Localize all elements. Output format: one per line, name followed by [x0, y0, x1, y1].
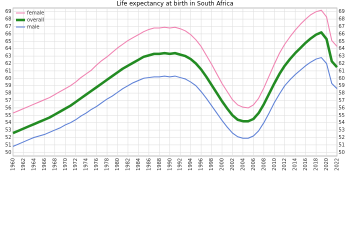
x-tick-label: 1970 — [63, 158, 69, 171]
y-tick-label: 69 — [5, 9, 11, 15]
y-tick-label: 54 — [5, 120, 11, 126]
legend-label: male — [27, 25, 39, 31]
line-series — [12, 57, 338, 147]
y-tick-label: 61 — [5, 68, 11, 74]
chart: Life expectancy at birth in South Africa… — [5, 1, 345, 171]
x-tick-label: 2016 — [303, 158, 309, 171]
x-tick-label: 1994 — [188, 158, 194, 171]
y-tick-label-right: 66 — [339, 31, 345, 37]
y-tick-label: 65 — [5, 39, 11, 45]
x-tick-label: 2004 — [240, 158, 246, 171]
x-tick-label: 2008 — [261, 158, 267, 171]
x-tick-label: 1980 — [115, 158, 121, 171]
y-tick-label: 50 — [5, 150, 11, 156]
x-tick-label: 1960 — [11, 158, 17, 171]
x-tick-label: 2012 — [282, 158, 288, 171]
y-tick-label-right: 63 — [339, 54, 345, 60]
x-tick-label: 2010 — [272, 158, 278, 171]
y-tick-label-right: 57 — [339, 98, 345, 104]
x-tick-label: 1974 — [84, 158, 90, 171]
y-tick-label-right: 61 — [339, 68, 345, 74]
x-tick-label: 1964 — [31, 158, 37, 171]
x-tick-label: 1990 — [167, 158, 173, 171]
y-tick-label: 52 — [5, 135, 11, 141]
y-tick-label: 51 — [5, 142, 11, 148]
y-tick-label: 55 — [5, 113, 11, 119]
x-tick-label: 1976 — [94, 158, 100, 171]
y-tick-label: 63 — [5, 54, 11, 60]
x-tick-label: 2014 — [293, 158, 299, 171]
x-tick-label: 1978 — [105, 158, 111, 171]
y-tick-label-right: 64 — [339, 46, 345, 52]
y-tick-label-right: 53 — [339, 128, 345, 134]
x-tick-label: 2020 — [324, 158, 330, 171]
x-tick-label: 1996 — [199, 158, 205, 171]
x-tick-label: 2000 — [220, 158, 226, 171]
line-series — [12, 9, 338, 114]
y-tick-label-right: 68 — [339, 17, 345, 23]
y-tick-label: 56 — [5, 105, 11, 111]
y-tick-label-right: 56 — [339, 105, 345, 111]
x-tick-label: 1982 — [125, 158, 131, 171]
y-tick-label: 68 — [5, 17, 11, 23]
x-tick-label: 1972 — [73, 158, 79, 171]
plot-area — [12, 7, 338, 157]
y-tick-label-right: 55 — [339, 113, 345, 119]
y-tick-label-right: 50 — [339, 150, 345, 156]
x-tick-label: 2002 — [230, 158, 236, 171]
y-tick-label-right: 54 — [339, 120, 345, 126]
y-tick-label-right: 67 — [339, 24, 345, 30]
y-tick-label: 66 — [5, 31, 11, 37]
y-tick-label-right: 51 — [339, 142, 345, 148]
y-tick-label-right: 52 — [339, 135, 345, 141]
x-tick-label: 1984 — [136, 158, 142, 171]
x-tick-label: 2006 — [251, 158, 257, 171]
x-tick-label: 1966 — [42, 158, 48, 171]
x-tick-label: 1962 — [21, 158, 27, 171]
y-tick-label-right: 60 — [339, 76, 345, 82]
x-tick-label: 2018 — [314, 158, 320, 171]
y-tick-label: 58 — [5, 91, 11, 97]
x-tick-label: 1986 — [146, 158, 152, 171]
x-tick-label: 1998 — [209, 158, 215, 171]
legend-label: overall — [27, 18, 44, 24]
y-tick-label-right: 69 — [339, 9, 345, 15]
x-tick-label: 1988 — [157, 158, 163, 171]
y-tick-label-right: 59 — [339, 83, 345, 89]
y-tick-label: 59 — [5, 83, 11, 89]
y-tick-label-right: 65 — [339, 39, 345, 45]
y-tick-label: 64 — [5, 46, 11, 52]
chart-title: Life expectancy at birth in South Africa — [116, 1, 233, 8]
y-tick-label: 67 — [5, 24, 11, 30]
y-tick-label-right: 58 — [339, 91, 345, 97]
y-tick-label-right: 62 — [339, 61, 345, 67]
x-tick-label: 2022 — [335, 158, 341, 171]
line-series — [12, 31, 338, 135]
y-tick-label: 62 — [5, 61, 11, 67]
x-tick-label: 1968 — [52, 158, 58, 171]
legend-label: female — [27, 11, 44, 17]
y-tick-label: 53 — [5, 128, 11, 134]
y-tick-label: 57 — [5, 98, 11, 104]
x-tick-label: 1992 — [178, 158, 184, 171]
y-tick-label: 60 — [5, 76, 11, 82]
